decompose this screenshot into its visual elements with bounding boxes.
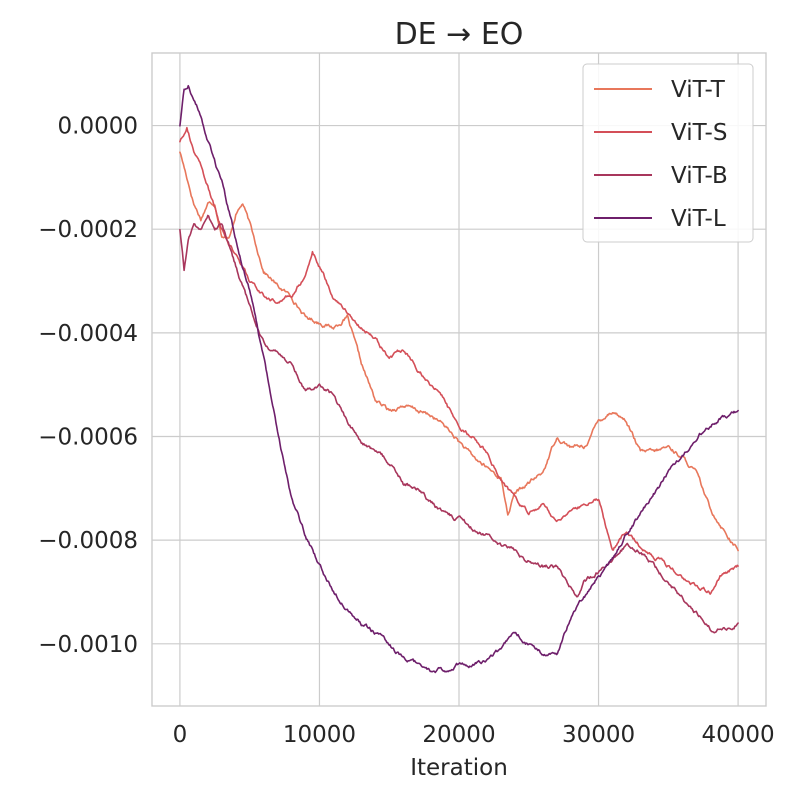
y-tick-label: −0.0002 [38, 217, 138, 243]
x-axis-label: Iteration [410, 755, 508, 781]
legend-label-vit-l: ViT-L [671, 206, 726, 232]
series-line-vit-b [179, 214, 739, 634]
y-tick-label: −0.0004 [38, 321, 138, 347]
x-axis-ticks: 0 10000 20000 30000 40000 [173, 722, 775, 748]
x-tick-label: 20000 [422, 722, 495, 748]
y-tick-label: −0.0010 [38, 632, 138, 658]
legend-label-vit-b: ViT-B [671, 163, 728, 189]
legend: ViT-T ViT-S ViT-B ViT-L [582, 63, 754, 243]
legend-label-vit-s: ViT-S [671, 120, 727, 146]
x-tick-label: 10000 [283, 722, 356, 748]
grid [152, 53, 766, 706]
x-tick-label: 30000 [562, 722, 635, 748]
x-tick-label: 40000 [702, 722, 775, 748]
plot-frame [151, 52, 767, 707]
y-tick-label: 0.0000 [58, 114, 138, 140]
x-tick-label: 0 [173, 722, 188, 748]
y-tick-label: −0.0006 [38, 425, 138, 451]
series-line-vit-l [179, 84, 739, 674]
y-tick-label: −0.0008 [38, 528, 138, 554]
legend-label-vit-t: ViT-T [671, 77, 726, 103]
legend-box [582, 63, 754, 243]
series-line-vit-s [179, 126, 739, 595]
series-group [179, 84, 739, 674]
series-line-vit-t [179, 151, 739, 552]
chart-title: DE → EO [395, 17, 524, 52]
y-axis-ticks: 0.0000 −0.0002 −0.0004 −0.0006 −0.0008 −0.001… [38, 114, 138, 658]
